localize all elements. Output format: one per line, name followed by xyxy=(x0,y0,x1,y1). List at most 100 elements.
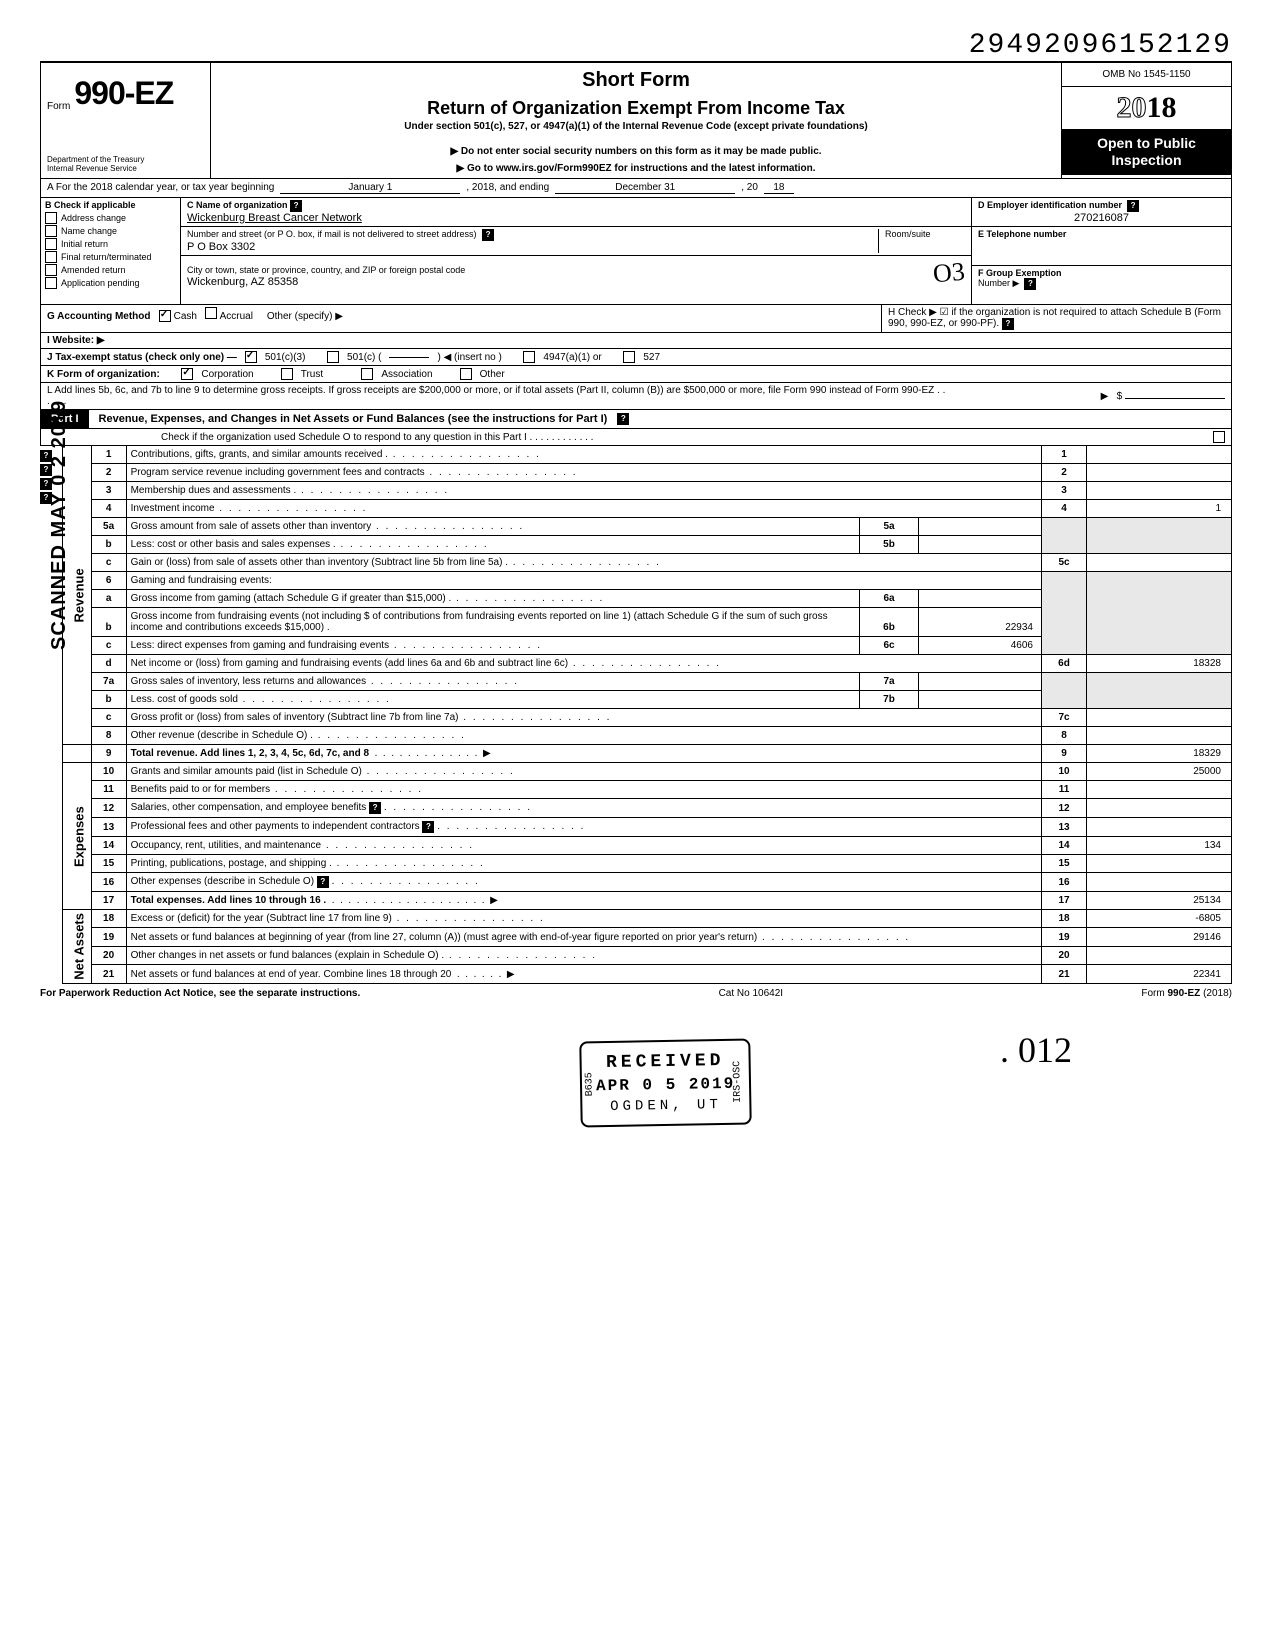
shade xyxy=(1087,673,1232,709)
line-box: 8 xyxy=(1042,727,1087,745)
chk-accrual[interactable] xyxy=(205,307,217,319)
chk-527[interactable] xyxy=(623,351,635,363)
chk-address-change[interactable] xyxy=(45,212,57,224)
chk-cash[interactable] xyxy=(159,310,171,322)
inner-val[interactable] xyxy=(919,691,1042,709)
line-val[interactable] xyxy=(1087,464,1232,482)
col-B-header: B Check if applicable xyxy=(45,200,176,210)
help-icon[interactable]: ? xyxy=(1002,318,1014,330)
line-num: 2 xyxy=(91,464,126,482)
line-val[interactable]: -6805 xyxy=(1087,910,1232,928)
line-val[interactable] xyxy=(1087,446,1232,464)
lbl-cash: Cash xyxy=(174,311,197,322)
street-value[interactable]: P O Box 3302 xyxy=(187,241,255,253)
chk-initial-return[interactable] xyxy=(45,238,57,250)
inner-val[interactable] xyxy=(919,590,1042,608)
shade xyxy=(1087,572,1232,655)
help-icon[interactable]: ? xyxy=(422,821,434,833)
help-icon[interactable]: ? xyxy=(1024,278,1036,290)
line-val[interactable]: 18328 xyxy=(1087,655,1232,673)
chk-other-org[interactable] xyxy=(460,368,472,380)
line-box: 20 xyxy=(1042,946,1087,964)
line-desc: Gain or (loss) from sale of assets other… xyxy=(126,554,1041,572)
row-A-yy[interactable]: 18 xyxy=(764,182,794,194)
line-num: b xyxy=(91,536,126,554)
line-desc: Gross income from gaming (attach Schedul… xyxy=(126,590,859,608)
line-box: 12 xyxy=(1042,799,1087,818)
help-icon[interactable]: ? xyxy=(1127,200,1139,212)
line-desc: Net assets or fund balances at end of ye… xyxy=(126,965,1041,983)
row-A-begin[interactable]: January 1 xyxy=(280,182,460,194)
line-val[interactable] xyxy=(1087,818,1232,837)
line-desc: Gross income from fundraising events (no… xyxy=(126,608,859,637)
line-num: c xyxy=(91,709,126,727)
chk-name-change[interactable] xyxy=(45,225,57,237)
inner-val[interactable] xyxy=(919,536,1042,554)
line-box: 19 xyxy=(1042,928,1087,946)
501c-insert[interactable] xyxy=(389,357,429,358)
chk-amended-return[interactable] xyxy=(45,264,57,276)
block-B-to-F: B Check if applicable Address change Nam… xyxy=(40,198,1232,305)
line-box: 5c xyxy=(1042,554,1087,572)
line-14: 14 Occupancy, rent, utilities, and maint… xyxy=(62,837,1231,855)
line-box: 13 xyxy=(1042,818,1087,837)
inner-val[interactable]: 4606 xyxy=(919,637,1042,655)
line-val[interactable]: 134 xyxy=(1087,837,1232,855)
line-4: 4 Investment income 4 1 xyxy=(62,500,1231,518)
line-val[interactable]: 1 xyxy=(1087,500,1232,518)
inner-val[interactable] xyxy=(919,673,1042,691)
line-desc: Less. cost of goods sold xyxy=(126,691,859,709)
chk-trust[interactable] xyxy=(281,368,293,380)
help-icon[interactable]: ? xyxy=(617,413,629,425)
inner-box: 6a xyxy=(860,590,919,608)
line-desc: Excess or (deficit) for the year (Subtra… xyxy=(126,910,1041,928)
line-val[interactable] xyxy=(1087,781,1232,799)
line-val[interactable] xyxy=(1087,727,1232,745)
chk-association[interactable] xyxy=(361,368,373,380)
subtitle: Under section 501(c), 527, or 4947(a)(1)… xyxy=(219,121,1053,132)
line-val[interactable]: 22341 xyxy=(1087,965,1232,983)
lbl-527: 527 xyxy=(643,352,660,363)
line-val[interactable] xyxy=(1087,709,1232,727)
dln: 29492096152129 xyxy=(969,30,1232,61)
row-H: H Check ▶ ☑ if the organization is not r… xyxy=(881,305,1231,332)
inner-val[interactable]: 22934 xyxy=(919,608,1042,637)
line-val[interactable]: 25000 xyxy=(1087,763,1232,781)
stamp-location: OGDEN, UT xyxy=(596,1097,735,1115)
line-val[interactable] xyxy=(1087,482,1232,500)
line-val[interactable] xyxy=(1087,855,1232,873)
line-val[interactable] xyxy=(1087,799,1232,818)
org-name[interactable]: Wickenburg Breast Cancer Network xyxy=(187,212,362,224)
l-amount[interactable] xyxy=(1125,398,1225,399)
line-num: 21 xyxy=(91,965,126,983)
chk-application-pending[interactable] xyxy=(45,277,57,289)
lbl-501c-a: 501(c) ( xyxy=(347,352,381,363)
row-J: J Tax-exempt status (check only one) — 5… xyxy=(40,349,1232,366)
chk-501c3[interactable] xyxy=(245,351,257,363)
col-C: C Name of organization ? Wickenburg Brea… xyxy=(181,198,971,304)
inner-val[interactable] xyxy=(919,518,1042,536)
line-val[interactable]: 18329 xyxy=(1087,745,1232,763)
chk-501c[interactable] xyxy=(327,351,339,363)
city-value[interactable]: Wickenburg, AZ 85358 xyxy=(187,276,298,288)
line-6d: d Net income or (loss) from gaming and f… xyxy=(62,655,1231,673)
line-num: 17 xyxy=(91,892,126,910)
row-A-end[interactable]: December 31 xyxy=(555,182,735,194)
chk-corporation[interactable] xyxy=(181,368,193,380)
help-icon[interactable]: ? xyxy=(317,876,329,888)
line-val[interactable]: 25134 xyxy=(1087,892,1232,910)
chk-final-return[interactable] xyxy=(45,251,57,263)
ein-value[interactable]: 270216087 xyxy=(978,212,1225,224)
chk-schedule-o[interactable] xyxy=(1213,431,1225,443)
line-num: c xyxy=(91,554,126,572)
help-icon[interactable]: ? xyxy=(482,229,494,241)
help-icon[interactable]: ? xyxy=(369,802,381,814)
chk-4947a1[interactable] xyxy=(523,351,535,363)
line-box: 18 xyxy=(1042,910,1087,928)
title-short-form: Short Form xyxy=(219,69,1053,92)
line-val[interactable] xyxy=(1087,946,1232,964)
line-val[interactable] xyxy=(1087,873,1232,892)
help-icon[interactable]: ? xyxy=(290,200,302,212)
line-val[interactable] xyxy=(1087,554,1232,572)
line-val[interactable]: 29146 xyxy=(1087,928,1232,946)
